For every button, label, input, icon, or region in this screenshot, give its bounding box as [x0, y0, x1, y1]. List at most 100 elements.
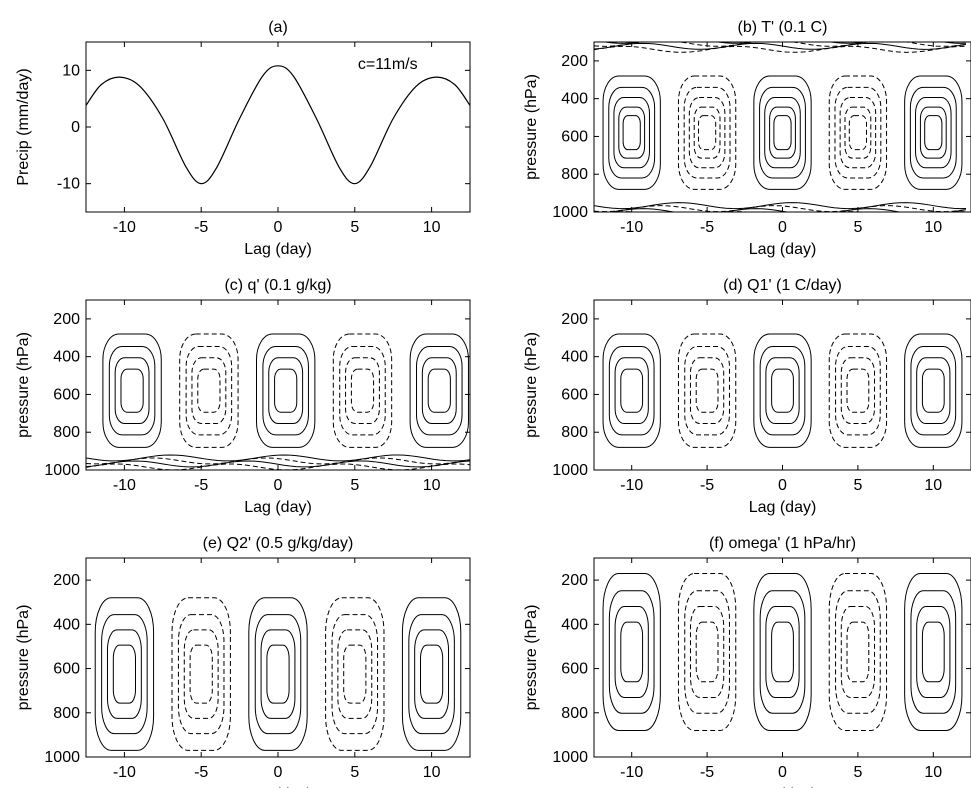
contour-line-dashed — [343, 644, 367, 704]
panel-d: (d) Q1' (1 C/day) -10 -5 0 5 10 200 400 600 800 10… — [523, 277, 971, 516]
y-tick-label: 800 — [561, 166, 588, 183]
contour-line-dashed — [835, 590, 881, 714]
contour-line-solid — [608, 345, 655, 436]
x-tick-label: -10 — [113, 219, 136, 236]
contour-line-solid — [248, 597, 308, 751]
contour-band-line — [609, 208, 967, 212]
x-tick-label: 0 — [778, 477, 787, 494]
x-tick-label: 0 — [274, 764, 283, 781]
contour-line-solid — [427, 368, 451, 413]
x-tick-label: -5 — [700, 477, 714, 494]
contour-line-solid — [765, 605, 800, 698]
contour-line-solid — [924, 115, 943, 151]
contour-band-line — [594, 45, 967, 53]
contour-line-dashed — [846, 621, 870, 683]
plot-frame — [593, 41, 971, 213]
y-axis-label: pressure (hPa) — [523, 605, 540, 711]
positive-contour-cell — [94, 597, 155, 751]
contour-line-solid — [254, 614, 302, 735]
contour-field — [602, 333, 963, 448]
positive-contour-cell — [255, 333, 316, 448]
contour-line-solid — [919, 106, 947, 159]
contour-line-dashed — [846, 368, 870, 413]
contour-line-solid — [916, 357, 951, 425]
contour-line-dashed — [331, 614, 379, 735]
positive-contour-cell — [248, 597, 308, 751]
contour-line-solid — [608, 590, 655, 714]
x-tick-label: 10 — [924, 477, 942, 494]
contour-line-dashed — [339, 345, 386, 436]
contour-line-dashed — [834, 86, 882, 179]
y-tick-label: 600 — [53, 386, 80, 403]
y-tick-label: 400 — [53, 349, 80, 366]
contour-line-solid — [102, 333, 162, 448]
x-tick-label: 5 — [853, 477, 862, 494]
positive-contour-cell — [904, 333, 963, 448]
negative-contour-cell — [677, 572, 737, 731]
y-tick-label: 200 — [561, 311, 588, 328]
positive-contour-cell — [904, 572, 963, 731]
contour-line-dashed — [677, 333, 737, 448]
y-tick-label: -10 — [57, 176, 80, 193]
contour-line-dashed — [695, 621, 719, 683]
x-tick-label: 10 — [924, 219, 942, 236]
plot-frame — [85, 557, 471, 758]
y-tick-label: 600 — [561, 661, 588, 678]
negative-contour-cell — [677, 75, 737, 190]
contour-line-solid — [608, 86, 656, 179]
contour-line-solid — [618, 106, 646, 159]
y-axis-label: pressure (hPa) — [15, 605, 32, 711]
y-tick-label: 1000 — [552, 462, 588, 479]
contour-line-solid — [771, 368, 794, 413]
x-tick-label: 5 — [350, 764, 359, 781]
y-tick-label: 1000 — [44, 462, 80, 479]
contour-line-solid — [274, 368, 298, 413]
panel-f: (f) omega' (1 hPa/hr) -10 -5 0 5 10 200 400 600 8… — [523, 535, 971, 788]
contour-band-line — [594, 42, 967, 50]
positive-contour-cell — [904, 75, 963, 190]
negative-contour-cell — [179, 333, 239, 448]
positive-contour-cell — [753, 572, 812, 731]
y-tick-label: 400 — [561, 616, 588, 633]
positive-contour-cell — [753, 333, 812, 448]
contour-line-solid — [602, 572, 661, 731]
contour-line-dashed — [698, 115, 717, 151]
x-tick-label: -10 — [113, 477, 136, 494]
y-axis-label: Precip (mm/day) — [15, 68, 32, 185]
contour-line-solid — [909, 86, 957, 179]
contour-line-solid — [915, 97, 952, 169]
contour-line-solid — [904, 75, 963, 190]
contour-line-dashed — [848, 115, 867, 151]
contour-line-solid — [921, 368, 945, 413]
contour-line-solid — [921, 621, 945, 683]
negative-contour-cell — [325, 597, 385, 751]
contour-line-dashed — [693, 106, 721, 159]
contour-line-solid — [401, 597, 462, 751]
y-tick-label: 600 — [53, 661, 80, 678]
contour-line-solid — [420, 644, 444, 704]
y-axis-label: pressure (hPa) — [523, 74, 540, 180]
x-tick-label: 0 — [778, 219, 787, 236]
positive-contour-cell — [409, 333, 469, 448]
x-tick-label: -10 — [620, 764, 643, 781]
contour-band-line — [86, 460, 470, 468]
x-tick-label: 5 — [350, 219, 359, 236]
panel-title: (e) Q2' (0.5 g/kg/day) — [203, 535, 354, 552]
x-tick-label: 5 — [853, 219, 862, 236]
contour-band-line — [86, 463, 470, 470]
plot-frame — [593, 299, 971, 471]
y-tick-label: 800 — [53, 705, 80, 722]
contour-line-solid — [255, 333, 316, 448]
negative-contour-cell — [171, 597, 231, 751]
annotation-text: c=11m/s — [358, 56, 418, 73]
y-tick-label: 0 — [71, 119, 80, 136]
contour-line-dashed — [844, 106, 872, 159]
contour-line-dashed — [197, 368, 221, 413]
contour-line-dashed — [179, 333, 239, 448]
contour-line-solid — [114, 357, 150, 425]
panel-title: (a) — [268, 19, 288, 36]
contour-line-dashed — [191, 357, 227, 425]
contour-line-dashed — [683, 86, 731, 179]
contour-line-solid — [759, 86, 806, 179]
y-tick-label: 400 — [53, 616, 80, 633]
